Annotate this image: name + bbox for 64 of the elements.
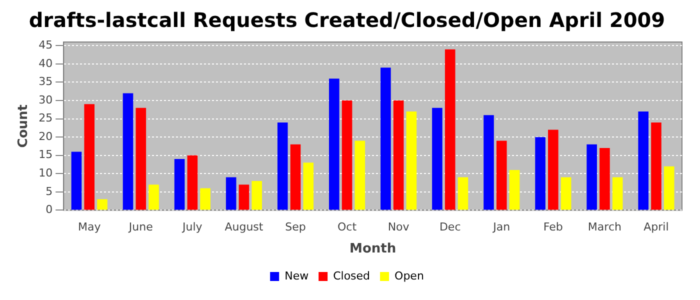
bar <box>252 180 262 210</box>
x-tick-label: May <box>78 220 102 234</box>
bar <box>586 144 597 210</box>
bar <box>136 108 146 210</box>
bar <box>484 115 494 210</box>
x-tick-label: June <box>128 220 154 234</box>
x-tick-label: August <box>224 220 264 234</box>
bar <box>651 122 662 210</box>
y-tick-label: 20 <box>38 130 53 143</box>
x-tick-label: Sep <box>285 220 306 234</box>
bar <box>122 93 134 210</box>
y-tick-label: 5 <box>46 184 53 198</box>
bar <box>342 100 352 210</box>
bar <box>612 177 623 210</box>
bar <box>187 155 198 210</box>
bar <box>600 148 610 210</box>
x-tick-label: Oct <box>338 220 358 234</box>
bar <box>664 166 674 210</box>
bar <box>174 159 185 210</box>
bar <box>444 49 456 210</box>
y-tick-label: 40 <box>38 56 53 70</box>
bar <box>226 177 236 210</box>
bar <box>354 140 366 210</box>
x-tick-label: July <box>182 220 203 234</box>
bar <box>458 177 468 210</box>
y-axis-title: Count <box>16 104 32 148</box>
bar <box>432 108 442 210</box>
y-tick-label: 30 <box>38 93 53 106</box>
bar <box>148 184 159 210</box>
bar <box>200 188 210 210</box>
legend-label: Closed <box>333 269 370 282</box>
legend-label: New <box>284 269 309 282</box>
bar <box>303 162 314 210</box>
y-tick-label: 10 <box>38 166 53 180</box>
bar <box>393 100 404 210</box>
bar <box>277 122 288 210</box>
x-tick-label: Feb <box>543 220 563 234</box>
bar <box>238 184 250 210</box>
bar <box>496 140 507 210</box>
x-tick-label: April <box>644 220 669 234</box>
x-tick-label: Nov <box>388 220 410 234</box>
bar <box>535 137 546 210</box>
chart-title: drafts-lastcall Requests Created/Closed/Open April 2009 <box>28 8 666 32</box>
bar <box>638 111 649 210</box>
bar <box>560 177 572 210</box>
y-tick-label: 0 <box>46 203 53 216</box>
bar <box>97 199 108 210</box>
bar <box>548 130 558 210</box>
x-tick-label: Dec <box>439 220 461 234</box>
y-tick-label: 15 <box>38 148 53 162</box>
x-tick-label: March <box>588 220 622 234</box>
x-axis-title: Month <box>350 242 396 257</box>
bar <box>71 152 82 210</box>
legend-label: Open <box>394 269 424 282</box>
bar <box>509 170 520 210</box>
x-tick-label: Jan <box>492 220 510 234</box>
y-tick-label: 25 <box>38 112 53 125</box>
bar <box>290 144 301 210</box>
bar <box>406 111 417 210</box>
bar <box>380 68 391 210</box>
bar <box>328 78 340 210</box>
y-tick-label: 35 <box>38 75 53 88</box>
bar <box>84 104 95 210</box>
y-tick-label: 45 <box>38 38 53 52</box>
